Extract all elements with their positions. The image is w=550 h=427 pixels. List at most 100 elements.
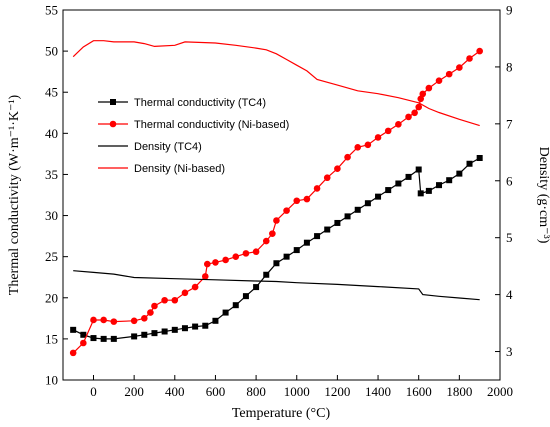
x-tick-label: 400 (165, 384, 185, 399)
data-point (313, 185, 321, 192)
data-point (364, 200, 371, 207)
data-point (303, 239, 310, 246)
data-point (130, 317, 138, 325)
data-point (232, 302, 239, 309)
series-line (72, 157, 480, 340)
data-point (181, 289, 189, 297)
data-point (80, 339, 87, 347)
legend-label: Thermal conductivity (Ni-based) (134, 119, 289, 131)
data-point (425, 84, 433, 92)
data-point (374, 134, 382, 141)
data-point (212, 317, 219, 324)
data-point (181, 325, 188, 332)
data-point (110, 335, 117, 342)
plot-frame (62, 9, 501, 381)
data-point (141, 331, 148, 338)
right-tick-label: 9 (506, 3, 513, 18)
left-axis-title: Thermal conductivity (W·m⁻¹·K⁻¹) (7, 94, 22, 295)
data-point (201, 273, 209, 280)
data-point (202, 322, 209, 329)
data-point (273, 217, 280, 224)
data-point (171, 326, 178, 333)
x-tick-label: 800 (246, 384, 266, 399)
right-axis-ticks: 3 4 5 6 7 8 9 (495, 3, 513, 359)
data-point (446, 177, 453, 184)
data-point (411, 109, 418, 117)
data-point (90, 335, 97, 342)
data-point (466, 160, 473, 167)
data-point (334, 219, 341, 226)
x-tick-label: 0 (90, 384, 97, 399)
x-axis-title: Temperature (°C) (232, 406, 331, 421)
data-point (70, 326, 77, 333)
legend-marker (109, 120, 117, 128)
left-tick-label: 10 (45, 373, 58, 388)
data-point (269, 230, 276, 237)
data-point (334, 165, 341, 172)
data-point (323, 174, 331, 182)
x-tick-label: 2000 (487, 384, 513, 399)
data-point (212, 259, 219, 266)
data-point (384, 127, 392, 135)
data-point (314, 233, 321, 240)
data-point (151, 330, 158, 337)
series-3 (72, 40, 480, 127)
data-point (273, 260, 280, 267)
data-point (283, 253, 290, 260)
data-point (147, 309, 154, 316)
data-point (419, 90, 427, 98)
data-point (191, 283, 199, 291)
legend-label: Density (TC4) (134, 141, 202, 153)
data-point (405, 113, 412, 121)
data-point (415, 103, 422, 111)
data-point (161, 296, 168, 304)
right-tick-label: 4 (506, 287, 513, 302)
data-point (283, 207, 290, 214)
data-point (375, 193, 382, 200)
data-point (242, 250, 250, 257)
series-2 (73, 270, 480, 301)
data-point (324, 226, 331, 233)
data-point (456, 170, 463, 177)
data-point (417, 190, 424, 197)
legend-item: Density (Ni-based) (98, 163, 225, 175)
data-point (354, 144, 362, 151)
data-point (456, 64, 463, 71)
data-point (232, 253, 240, 260)
data-point (100, 316, 107, 324)
data-point (242, 293, 249, 300)
data-point (435, 77, 443, 85)
data-point (131, 333, 138, 340)
right-tick-label: 6 (506, 173, 513, 188)
data-point (354, 206, 361, 213)
x-tick-label: 200 (124, 384, 144, 399)
series-line (73, 270, 480, 301)
data-point (100, 335, 107, 342)
data-point (395, 120, 402, 128)
data-point (253, 284, 260, 291)
data-point (344, 213, 351, 220)
data-point (204, 260, 211, 268)
left-tick-label: 30 (45, 208, 58, 223)
legend-marker (110, 99, 116, 105)
data-point (395, 180, 402, 187)
data-point (303, 195, 311, 203)
legend-label: Density (Ni-based) (134, 163, 225, 175)
left-tick-label: 55 (45, 3, 58, 18)
legend-item: Thermal conductivity (TC4) (98, 97, 266, 109)
data-point (252, 248, 260, 256)
left-tick-label: 35 (45, 167, 58, 182)
x-tick-label: 600 (206, 384, 226, 399)
legend-item: Thermal conductivity (Ni-based) (98, 119, 289, 131)
x-tick-label: 1800 (446, 384, 472, 399)
legend-label: Thermal conductivity (TC4) (134, 97, 266, 109)
data-point (222, 309, 229, 316)
left-tick-label: 20 (45, 290, 58, 305)
series-layer (69, 40, 483, 357)
data-point (192, 323, 199, 330)
legend: Thermal conductivity (TC4) Thermal conduc… (98, 97, 289, 175)
left-tick-label: 45 (45, 85, 58, 100)
x-axis-ticks: 0 200 400 600 800 1000 1200 1400 1600 1800 2000 (90, 375, 513, 399)
series-line (72, 40, 480, 127)
